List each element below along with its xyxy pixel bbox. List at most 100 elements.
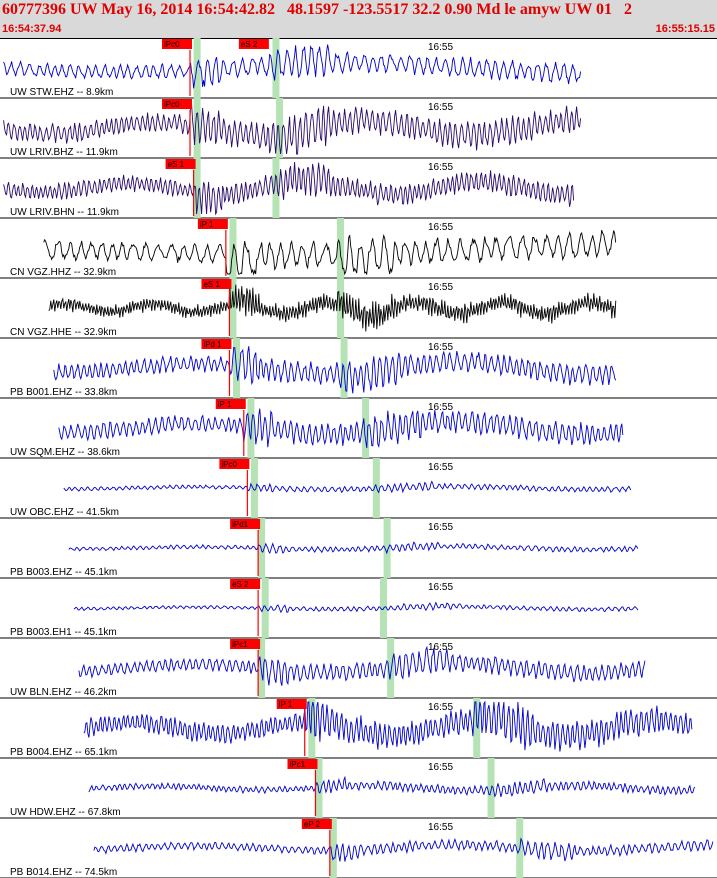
station-label: PB B003.EH1 -- 45.1km bbox=[10, 627, 117, 638]
trace-panel: iPd1 16:55 PB B003.EHZ -- 45.1km bbox=[0, 518, 717, 579]
pick-label: iPd 1 bbox=[203, 340, 222, 349]
trace-panel: iPd 1 16:55 PB B001.EHZ -- 33.8km bbox=[0, 338, 717, 399]
pick2-label: eS 2 bbox=[241, 40, 258, 49]
station-label: UW STW.EHZ -- 8.9km bbox=[10, 87, 113, 98]
pick-label-box bbox=[230, 519, 261, 529]
pick-label: eS 2 bbox=[232, 580, 249, 589]
time-tick-label: 16:55 bbox=[428, 402, 453, 413]
waveform-trace bbox=[58, 408, 624, 449]
station-label: UW BLN.EHZ -- 46.2km bbox=[10, 687, 117, 698]
pick-label-box bbox=[197, 219, 228, 229]
pick-label: iP 1 bbox=[279, 700, 293, 709]
trace-panel: eS 2 16:55 PB B003.EH1 -- 45.1km bbox=[0, 578, 717, 639]
s-window-marker bbox=[387, 638, 395, 698]
s-window-marker bbox=[276, 98, 284, 158]
traces-layer: iPc0 eS 2 16:55 UW STW.EHZ -- 8.9km iPc0 16:5… bbox=[0, 38, 717, 878]
waveform-trace bbox=[53, 346, 617, 394]
station-label: PB B001.EHZ -- 33.8km bbox=[10, 387, 117, 398]
waveform-trace bbox=[68, 541, 639, 555]
time-tick-label: 16:55 bbox=[428, 822, 453, 833]
time-tick-label: 16:55 bbox=[428, 342, 453, 353]
time-tick-label: 16:55 bbox=[428, 642, 453, 653]
trace-panel: iPc1 16:55 UW HDW.EHZ -- 67.8km bbox=[0, 758, 717, 819]
start-time: 16:54:37.94 bbox=[2, 23, 62, 35]
s-window-marker bbox=[272, 158, 280, 218]
end-time: 16:55:15.15 bbox=[655, 23, 715, 35]
s-window-marker bbox=[362, 398, 370, 458]
trace-panel: eS 1 16:55 CN VGZ.HHE -- 32.9km bbox=[0, 278, 717, 339]
pick-label: iPc0 bbox=[221, 460, 237, 469]
waveform-trace bbox=[83, 700, 693, 752]
pick-label-box bbox=[201, 279, 232, 289]
station-label: UW LRIV.BHN -- 11.9km bbox=[10, 207, 119, 218]
pick-label-box bbox=[230, 579, 261, 589]
p-window-marker bbox=[315, 758, 323, 818]
p-window-marker bbox=[247, 398, 255, 458]
s-window-marker bbox=[383, 518, 391, 578]
pick-label-box bbox=[287, 759, 318, 769]
time-tick-label: 16:55 bbox=[428, 582, 453, 593]
station-label: CN VGZ.HHE -- 32.9km bbox=[10, 327, 117, 338]
pick-label-box bbox=[162, 39, 193, 49]
pick-label: iPc0 bbox=[164, 40, 180, 49]
p-window-marker bbox=[258, 638, 266, 698]
trace-panel: eS 1 16:55 UW LRIV.BHN -- 11.9km bbox=[0, 158, 717, 219]
pick-label: iPc0 bbox=[164, 100, 180, 109]
p-window-marker bbox=[258, 518, 266, 578]
pick-label-box bbox=[219, 459, 250, 469]
p-window-marker bbox=[229, 278, 237, 338]
trace-panel: iPc0 16:55 UW OBC.EHZ -- 41.5km bbox=[0, 458, 717, 519]
waveform-trace bbox=[73, 601, 639, 614]
pick-label: iPc1 bbox=[289, 760, 305, 769]
waveform-trace bbox=[78, 645, 646, 686]
pick-label: eS 1 bbox=[168, 160, 185, 169]
waveform-trace bbox=[3, 44, 582, 89]
waveform-trace bbox=[63, 480, 632, 494]
waveform-trace bbox=[43, 229, 617, 276]
trace-panel: iP 1 16:55 PB B004.EHZ -- 65.1km bbox=[0, 698, 717, 759]
trace-panel: eP 2 16:55 PB B014.EHZ -- 74.5km bbox=[0, 818, 717, 878]
waveform-trace bbox=[3, 103, 582, 155]
pick-label-box bbox=[162, 99, 193, 109]
time-tick-label: 16:55 bbox=[428, 162, 453, 173]
trace-panel: iPc0 16:55 UW LRIV.BHZ -- 11.9km bbox=[0, 98, 717, 159]
p-window-marker bbox=[308, 698, 316, 758]
pick-label: eS 1 bbox=[203, 280, 220, 289]
time-tick-label: 16:55 bbox=[428, 102, 453, 113]
p-window-marker bbox=[250, 458, 258, 518]
station-label: PB B003.EHZ -- 45.1km bbox=[10, 567, 117, 578]
pick2-label-box bbox=[238, 39, 269, 49]
s-window-marker bbox=[473, 698, 481, 758]
pick-label-box bbox=[276, 699, 307, 709]
time-tick-label: 16:55 bbox=[428, 522, 453, 533]
station-label: UW SQM.EHZ -- 38.6km bbox=[10, 447, 120, 458]
station-label: UW HDW.EHZ -- 67.8km bbox=[10, 807, 121, 818]
station-label: CN VGZ.HHZ -- 32.9km bbox=[10, 267, 116, 278]
station-label: UW LRIV.BHZ -- 11.9km bbox=[10, 147, 118, 158]
pick-label: iP 1 bbox=[218, 400, 232, 409]
pick-label-box bbox=[301, 819, 332, 829]
seismogram-panel: iPc0 eS 2 16:55 UW STW.EHZ -- 8.9km iPc0 16:5… bbox=[0, 38, 717, 878]
pick-label-box bbox=[165, 159, 196, 169]
pick-label: iP 1 bbox=[200, 220, 214, 229]
pick-label: iPc1 bbox=[232, 640, 248, 649]
p-window-marker bbox=[193, 158, 201, 218]
p-window-marker bbox=[329, 818, 337, 878]
waveform-trace bbox=[3, 161, 575, 216]
time-tick-label: 16:55 bbox=[428, 702, 453, 713]
pick-label: iPd1 bbox=[232, 520, 249, 529]
pick-label-box bbox=[201, 339, 232, 349]
trace-panel: iPc1 16:55 UW BLN.EHZ -- 46.2km bbox=[0, 638, 717, 699]
waveform-trace bbox=[93, 837, 714, 862]
p-window-marker bbox=[261, 578, 269, 638]
station-label: UW OBC.EHZ -- 41.5km bbox=[10, 507, 119, 518]
time-tick-label: 16:55 bbox=[428, 282, 453, 293]
pick-label: eP 2 bbox=[304, 820, 321, 829]
pick-label-box bbox=[230, 639, 261, 649]
p-window-marker bbox=[193, 98, 201, 158]
time-tick-label: 16:55 bbox=[428, 222, 453, 233]
trace-panel: iP 1 16:55 UW SQM.EHZ -- 38.6km bbox=[0, 398, 717, 459]
time-tick-label: 16:55 bbox=[428, 462, 453, 473]
trace-panel: iPc0 eS 2 16:55 UW STW.EHZ -- 8.9km bbox=[0, 38, 717, 99]
time-tick-label: 16:55 bbox=[428, 762, 453, 773]
